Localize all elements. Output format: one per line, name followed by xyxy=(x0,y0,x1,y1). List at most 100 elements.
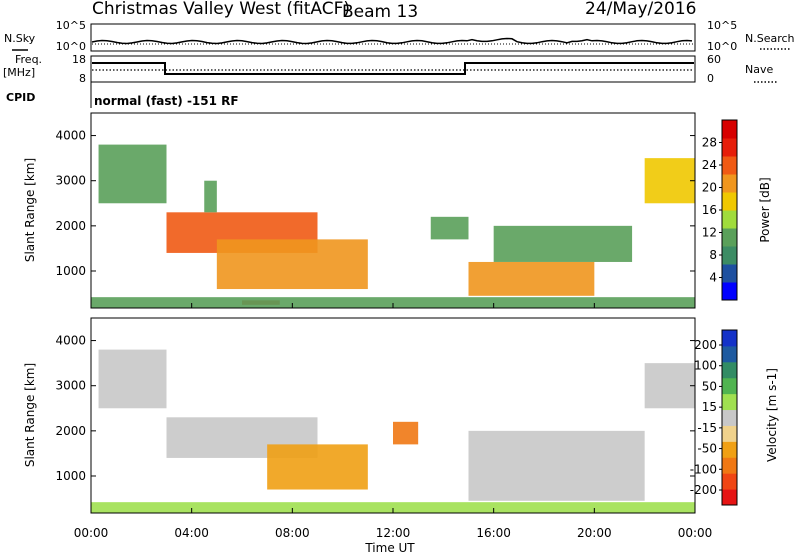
power-colorbar-tick: 4 xyxy=(709,271,717,285)
station-title: Christmas Valley West (fitACF) xyxy=(92,0,350,19)
velocity-colorbar-label: Velocity [m s-1] xyxy=(765,368,779,462)
power-colorbar-cell xyxy=(722,138,737,157)
cpid-text: normal (fast) -151 RF xyxy=(94,94,239,108)
velocity-panel: 1000 2000 3000 4000 Slant Range [km] xyxy=(23,317,696,514)
freq-panel: Freq. [MHz] 18 8 60 0 Nave xyxy=(3,53,778,85)
range-time-cell xyxy=(468,261,595,296)
power-panel: 1000 2000 3000 4000 Slant Range [km] xyxy=(23,112,696,309)
velocity-colorbar-tick: 50 xyxy=(702,379,717,393)
velocity-colorbar-tick: 15 xyxy=(702,400,717,414)
power-colorbar-tick: 28 xyxy=(702,136,717,150)
y-tick-label: 2000 xyxy=(55,424,86,438)
velocity-colorbar-cell xyxy=(722,330,737,347)
nsearch-label: N.Search xyxy=(745,32,795,45)
power-colorbar-tick: 8 xyxy=(709,248,717,262)
noise-panel: N.Sky 10^5 10^0 10^5 10^0 N.Search xyxy=(4,19,795,53)
range-time-cell xyxy=(98,144,167,204)
x-tick-label: 04:00 xyxy=(174,526,209,540)
time-axis-label: Time UT xyxy=(364,541,415,554)
power-ylabel: Slant Range [km] xyxy=(23,158,37,262)
velocity-colorbar-cell xyxy=(722,441,737,458)
x-tick-label: 00:00 xyxy=(74,526,109,540)
x-tick-label: 12:00 xyxy=(376,526,411,540)
range-time-cell xyxy=(644,158,695,204)
velocity-colorbar-tick: -15 xyxy=(697,421,717,435)
velocity-colorbar-cell xyxy=(722,457,737,474)
velocity-colorbar-cell xyxy=(722,377,737,395)
power-colorbar-tick: 16 xyxy=(702,203,717,217)
power-colorbar-label: Power [dB] xyxy=(758,177,772,242)
power-colorbar-tick: 20 xyxy=(702,181,717,195)
range-time-cell xyxy=(98,349,167,409)
velocity-cells xyxy=(91,349,695,513)
power-colorbar: 4 8 12 16 20 24 28 xyxy=(702,119,738,301)
velocity-colorbar-cell xyxy=(722,361,737,379)
power-colorbar-tick: 24 xyxy=(702,158,717,172)
nsky-trace xyxy=(91,37,693,45)
y-tick-label: 3000 xyxy=(55,379,86,393)
range-time-cell xyxy=(493,225,633,262)
power-colorbar-cell xyxy=(722,282,737,301)
power-colorbar-cell xyxy=(722,228,737,247)
freq-trace xyxy=(92,62,694,75)
velocity-colorbar-cell xyxy=(722,489,737,506)
velocity-colorbar-cell xyxy=(722,393,737,411)
nave-tick-bottom: 0 xyxy=(707,72,714,85)
power-colorbar-cell xyxy=(722,246,737,265)
range-time-cell xyxy=(430,216,469,240)
y-tick-label: 1000 xyxy=(55,264,86,278)
velocity-colorbar-cell xyxy=(722,409,737,426)
range-time-cell xyxy=(204,180,217,213)
x-tick-label: 16:00 xyxy=(476,526,511,540)
freq-label-line1: Freq. xyxy=(15,53,42,66)
freq-tick-bottom: 8 xyxy=(79,72,86,85)
velocity-colorbar-tick: -100 xyxy=(690,462,717,476)
nave-label: Nave xyxy=(745,63,773,76)
velocity-colorbar-tick: -50 xyxy=(697,442,717,456)
x-tick-label: 20:00 xyxy=(577,526,612,540)
y-tick-label: 4000 xyxy=(55,129,86,143)
power-colorbar-cell xyxy=(722,192,737,211)
velocity-colorbar-cell xyxy=(722,425,737,442)
cpid-label: CPID xyxy=(6,91,35,104)
power-colorbar-tick: 12 xyxy=(702,226,717,240)
nsky-tick-top: 10^5 xyxy=(56,19,86,32)
time-axis: 00:00 04:00 08:00 12:00 16:00 20:00 00:00 xyxy=(74,303,713,540)
y-tick-label: 2000 xyxy=(55,219,86,233)
nave-tick-top: 60 xyxy=(707,53,721,66)
velocity-ylabel: Slant Range [km] xyxy=(23,363,37,467)
velocity-colorbar-cell xyxy=(722,473,737,490)
power-colorbar-cell xyxy=(722,264,737,283)
range-time-cell xyxy=(91,502,695,513)
power-colorbar-cell xyxy=(722,174,737,193)
freq-tick-top: 18 xyxy=(72,53,86,66)
range-time-cell xyxy=(91,297,695,308)
velocity-colorbar-tick: 100 xyxy=(694,359,717,373)
velocity-colorbar-cell xyxy=(722,345,737,363)
x-tick-label: 08:00 xyxy=(275,526,310,540)
range-time-cell xyxy=(216,239,368,290)
beam-label: Beam 13 xyxy=(342,2,418,22)
freq-label-line2: [MHz] xyxy=(3,66,35,79)
nsky-label: N.Sky xyxy=(4,32,36,45)
x-tick-label: 00:00 xyxy=(678,526,713,540)
power-colorbar-cell xyxy=(722,120,737,139)
power-colorbar-cell xyxy=(722,156,737,175)
velocity-colorbar-tick: -200 xyxy=(690,483,717,497)
range-time-cell xyxy=(468,430,645,501)
y-tick-label: 3000 xyxy=(55,174,86,188)
date-label: 24/May/2016 xyxy=(585,0,697,19)
y-tick-label: 1000 xyxy=(55,469,86,483)
nsearch-tick-top: 10^5 xyxy=(707,19,737,32)
velocity-colorbar-tick: 200 xyxy=(694,338,717,352)
nsky-tick-bottom: 10^0 xyxy=(56,40,86,53)
range-time-cell xyxy=(267,444,368,490)
velocity-colorbar: 200 100 50 15 -15 -50 -100 -200 xyxy=(690,329,738,506)
power-colorbar-cell xyxy=(722,210,737,229)
range-time-cell xyxy=(644,363,695,409)
y-tick-label: 4000 xyxy=(55,334,86,348)
power-cells xyxy=(91,144,695,308)
nsearch-tick-bottom: 10^0 xyxy=(707,40,737,53)
range-time-cell xyxy=(393,421,419,445)
